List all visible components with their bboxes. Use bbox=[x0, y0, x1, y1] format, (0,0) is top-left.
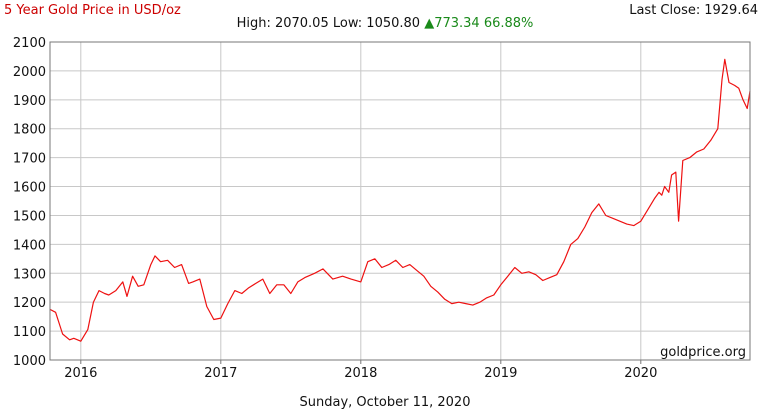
y-tick-label: 1600 bbox=[13, 181, 46, 196]
price-stats: High: 2070.05 Low: 1050.80 ▲773.34 66.88… bbox=[0, 16, 770, 31]
footer-date: Sunday, October 11, 2020 bbox=[299, 395, 471, 410]
series-group bbox=[49, 58, 751, 342]
y-tick-label: 1200 bbox=[13, 296, 46, 311]
x-tick-label: 2019 bbox=[484, 366, 517, 381]
plot-frame bbox=[49, 41, 751, 361]
low-label: Low: bbox=[332, 16, 363, 31]
x-tick-label: 2016 bbox=[64, 366, 97, 381]
y-tick-label: 1500 bbox=[13, 209, 46, 224]
y-tick-label: 1800 bbox=[13, 123, 46, 138]
last-close: Last Close: 1929.64 bbox=[629, 3, 758, 18]
y-tick-label: 1300 bbox=[13, 267, 46, 282]
change-value: 773.34 bbox=[434, 16, 480, 31]
y-tick-label: 1400 bbox=[13, 238, 46, 253]
y-tick-label: 2000 bbox=[13, 65, 46, 80]
x-tick-label: 2020 bbox=[624, 366, 657, 381]
chart-title: 5 Year Gold Price in USD/oz bbox=[4, 3, 181, 18]
high-value: 2070.05 bbox=[274, 16, 329, 31]
x-tick-label: 2017 bbox=[204, 366, 237, 381]
grid-lines bbox=[50, 41, 750, 361]
y-tick-label: 1000 bbox=[13, 354, 46, 369]
change-percent: 66.88% bbox=[483, 16, 534, 31]
y-tick-label: 1100 bbox=[13, 325, 46, 340]
y-tick-label: 1700 bbox=[13, 152, 46, 167]
gold-price-line bbox=[49, 58, 751, 342]
high-label: High: bbox=[236, 16, 271, 31]
watermark: goldprice.org bbox=[660, 345, 746, 360]
x-tick-label: 2018 bbox=[344, 366, 377, 381]
last-close-label: Last Close: bbox=[629, 3, 701, 18]
y-tick-label: 2100 bbox=[13, 36, 46, 51]
up-arrow-icon: ▲ bbox=[424, 16, 435, 31]
y-axis-ticks: 1000 1100 1200 1300 1400 1500 1600 1700 1800 1900… bbox=[13, 36, 46, 369]
last-close-value: 1929.64 bbox=[704, 3, 758, 18]
x-axis-ticks: 2016 2017 2018 2019 2020 bbox=[64, 360, 657, 381]
low-value: 1050.80 bbox=[366, 16, 421, 31]
y-tick-label: 1900 bbox=[13, 94, 46, 109]
change-indicator: ▲773.34 66.88% bbox=[424, 16, 533, 31]
